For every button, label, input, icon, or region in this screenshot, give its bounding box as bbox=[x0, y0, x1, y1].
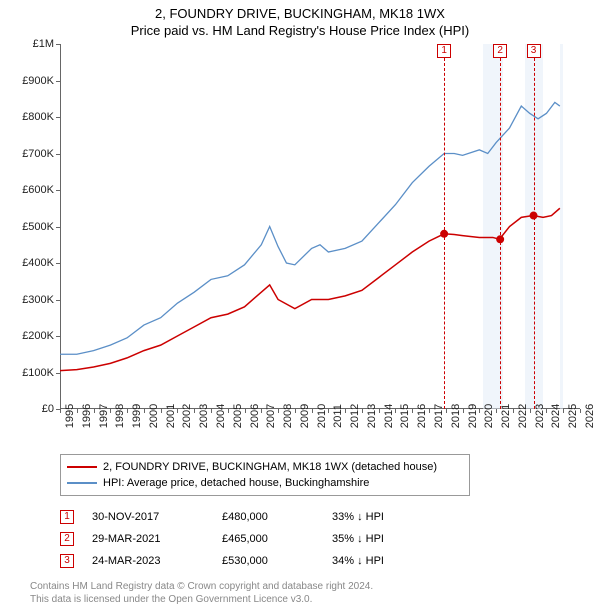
sale-line-2 bbox=[500, 58, 501, 409]
y-axis-label: £600K bbox=[22, 184, 54, 196]
x-axis-label: 1996 bbox=[81, 404, 93, 428]
series-property bbox=[60, 208, 560, 370]
y-axis-label: £0 bbox=[42, 403, 54, 415]
chart-container: 2, FOUNDRY DRIVE, BUCKINGHAM, MK18 1WX P… bbox=[0, 0, 600, 590]
x-axis-label: 2006 bbox=[249, 404, 261, 428]
footer-text: Contains HM Land Registry data © Crown c… bbox=[30, 580, 600, 606]
sale-date-1: 30-NOV-2017 bbox=[92, 511, 222, 523]
x-axis-label: 2011 bbox=[332, 404, 344, 428]
x-axis-label: 2001 bbox=[165, 404, 177, 428]
x-axis-label: 2015 bbox=[399, 404, 411, 428]
x-axis-label: 1997 bbox=[98, 404, 110, 428]
x-axis-label: 2023 bbox=[534, 404, 546, 428]
x-axis-label: 2019 bbox=[467, 404, 479, 428]
x-axis-label: 2016 bbox=[416, 404, 428, 428]
x-axis-label: 2013 bbox=[366, 404, 378, 428]
x-axis-label: 2022 bbox=[517, 404, 529, 428]
footer-line-1: Contains HM Land Registry data © Crown c… bbox=[30, 580, 600, 593]
sale-diff-1: 33% ↓ HPI bbox=[332, 511, 384, 523]
sale-row-1: 1 30-NOV-2017 £480,000 33% ↓ HPI bbox=[60, 506, 600, 528]
sale-row-2: 2 29-MAR-2021 £465,000 35% ↓ HPI bbox=[60, 528, 600, 550]
sale-box-1: 1 bbox=[437, 44, 451, 58]
x-axis-label: 2008 bbox=[282, 404, 294, 428]
sales-table: 1 30-NOV-2017 £480,000 33% ↓ HPI 2 29-MA… bbox=[60, 506, 600, 572]
x-axis-label: 2012 bbox=[349, 404, 361, 428]
x-axis-label: 2020 bbox=[483, 404, 495, 428]
y-axis-label: £900K bbox=[22, 75, 54, 87]
y-axis-label: £700K bbox=[22, 148, 54, 160]
x-axis-label: 2018 bbox=[450, 404, 462, 428]
y-axis-label: £400K bbox=[22, 257, 54, 269]
line-canvas bbox=[60, 44, 580, 409]
x-axis-label: 2021 bbox=[500, 404, 512, 428]
x-axis-label: 1998 bbox=[114, 404, 126, 428]
y-axis-label: £300K bbox=[22, 294, 54, 306]
sale-date-2: 29-MAR-2021 bbox=[92, 533, 222, 545]
chart-subtitle: Price paid vs. HM Land Registry's House … bbox=[0, 21, 600, 44]
sale-box-2: 2 bbox=[493, 44, 507, 58]
sale-date-3: 24-MAR-2023 bbox=[92, 555, 222, 567]
y-axis-label: £200K bbox=[22, 330, 54, 342]
x-axis-label: 2009 bbox=[299, 404, 311, 428]
legend-swatch-property bbox=[67, 466, 97, 468]
sale-row-3: 3 24-MAR-2023 £530,000 34% ↓ HPI bbox=[60, 550, 600, 572]
y-axis-label: £1M bbox=[33, 38, 54, 50]
x-axis-label: 2005 bbox=[232, 404, 244, 428]
legend-label-property: 2, FOUNDRY DRIVE, BUCKINGHAM, MK18 1WX (… bbox=[103, 461, 437, 473]
x-axis-label: 2007 bbox=[265, 404, 277, 428]
footer-line-2: This data is licensed under the Open Gov… bbox=[30, 593, 600, 606]
sale-price-1: £480,000 bbox=[222, 511, 332, 523]
legend-row-property: 2, FOUNDRY DRIVE, BUCKINGHAM, MK18 1WX (… bbox=[67, 459, 463, 475]
y-axis-label: £100K bbox=[22, 367, 54, 379]
x-axis-label: 2024 bbox=[550, 404, 562, 428]
sale-diff-2: 35% ↓ HPI bbox=[332, 533, 384, 545]
sale-marker-3: 3 bbox=[60, 554, 74, 568]
x-axis-label: 2002 bbox=[181, 404, 193, 428]
x-axis-label: 2010 bbox=[316, 404, 328, 428]
sale-price-2: £465,000 bbox=[222, 533, 332, 545]
sale-line-3 bbox=[534, 58, 535, 409]
sale-line-1 bbox=[444, 58, 445, 409]
y-axis-label: £500K bbox=[22, 221, 54, 233]
legend-box: 2, FOUNDRY DRIVE, BUCKINGHAM, MK18 1WX (… bbox=[60, 454, 470, 496]
x-axis-label: 1995 bbox=[64, 404, 76, 428]
x-axis-label: 2026 bbox=[584, 404, 596, 428]
sale-price-3: £530,000 bbox=[222, 555, 332, 567]
x-axis-label: 2003 bbox=[198, 404, 210, 428]
series-hpi bbox=[60, 102, 560, 354]
legend-label-hpi: HPI: Average price, detached house, Buck… bbox=[103, 477, 369, 489]
sale-marker-1: 1 bbox=[60, 510, 74, 524]
chart-area: £0£100K£200K£300K£400K£500K£600K£700K£80… bbox=[60, 44, 580, 409]
y-axis-label: £800K bbox=[22, 111, 54, 123]
x-axis-label: 1999 bbox=[131, 404, 143, 428]
legend-row-hpi: HPI: Average price, detached house, Buck… bbox=[67, 475, 463, 491]
x-axis-label: 2014 bbox=[383, 404, 395, 428]
sale-box-3: 3 bbox=[527, 44, 541, 58]
sale-marker-2: 2 bbox=[60, 532, 74, 546]
sale-diff-3: 34% ↓ HPI bbox=[332, 555, 384, 567]
chart-title: 2, FOUNDRY DRIVE, BUCKINGHAM, MK18 1WX bbox=[0, 0, 600, 21]
x-axis-label: 2004 bbox=[215, 404, 227, 428]
x-axis-label: 2025 bbox=[567, 404, 579, 428]
x-axis-label: 2000 bbox=[148, 404, 160, 428]
legend-swatch-hpi bbox=[67, 482, 97, 484]
